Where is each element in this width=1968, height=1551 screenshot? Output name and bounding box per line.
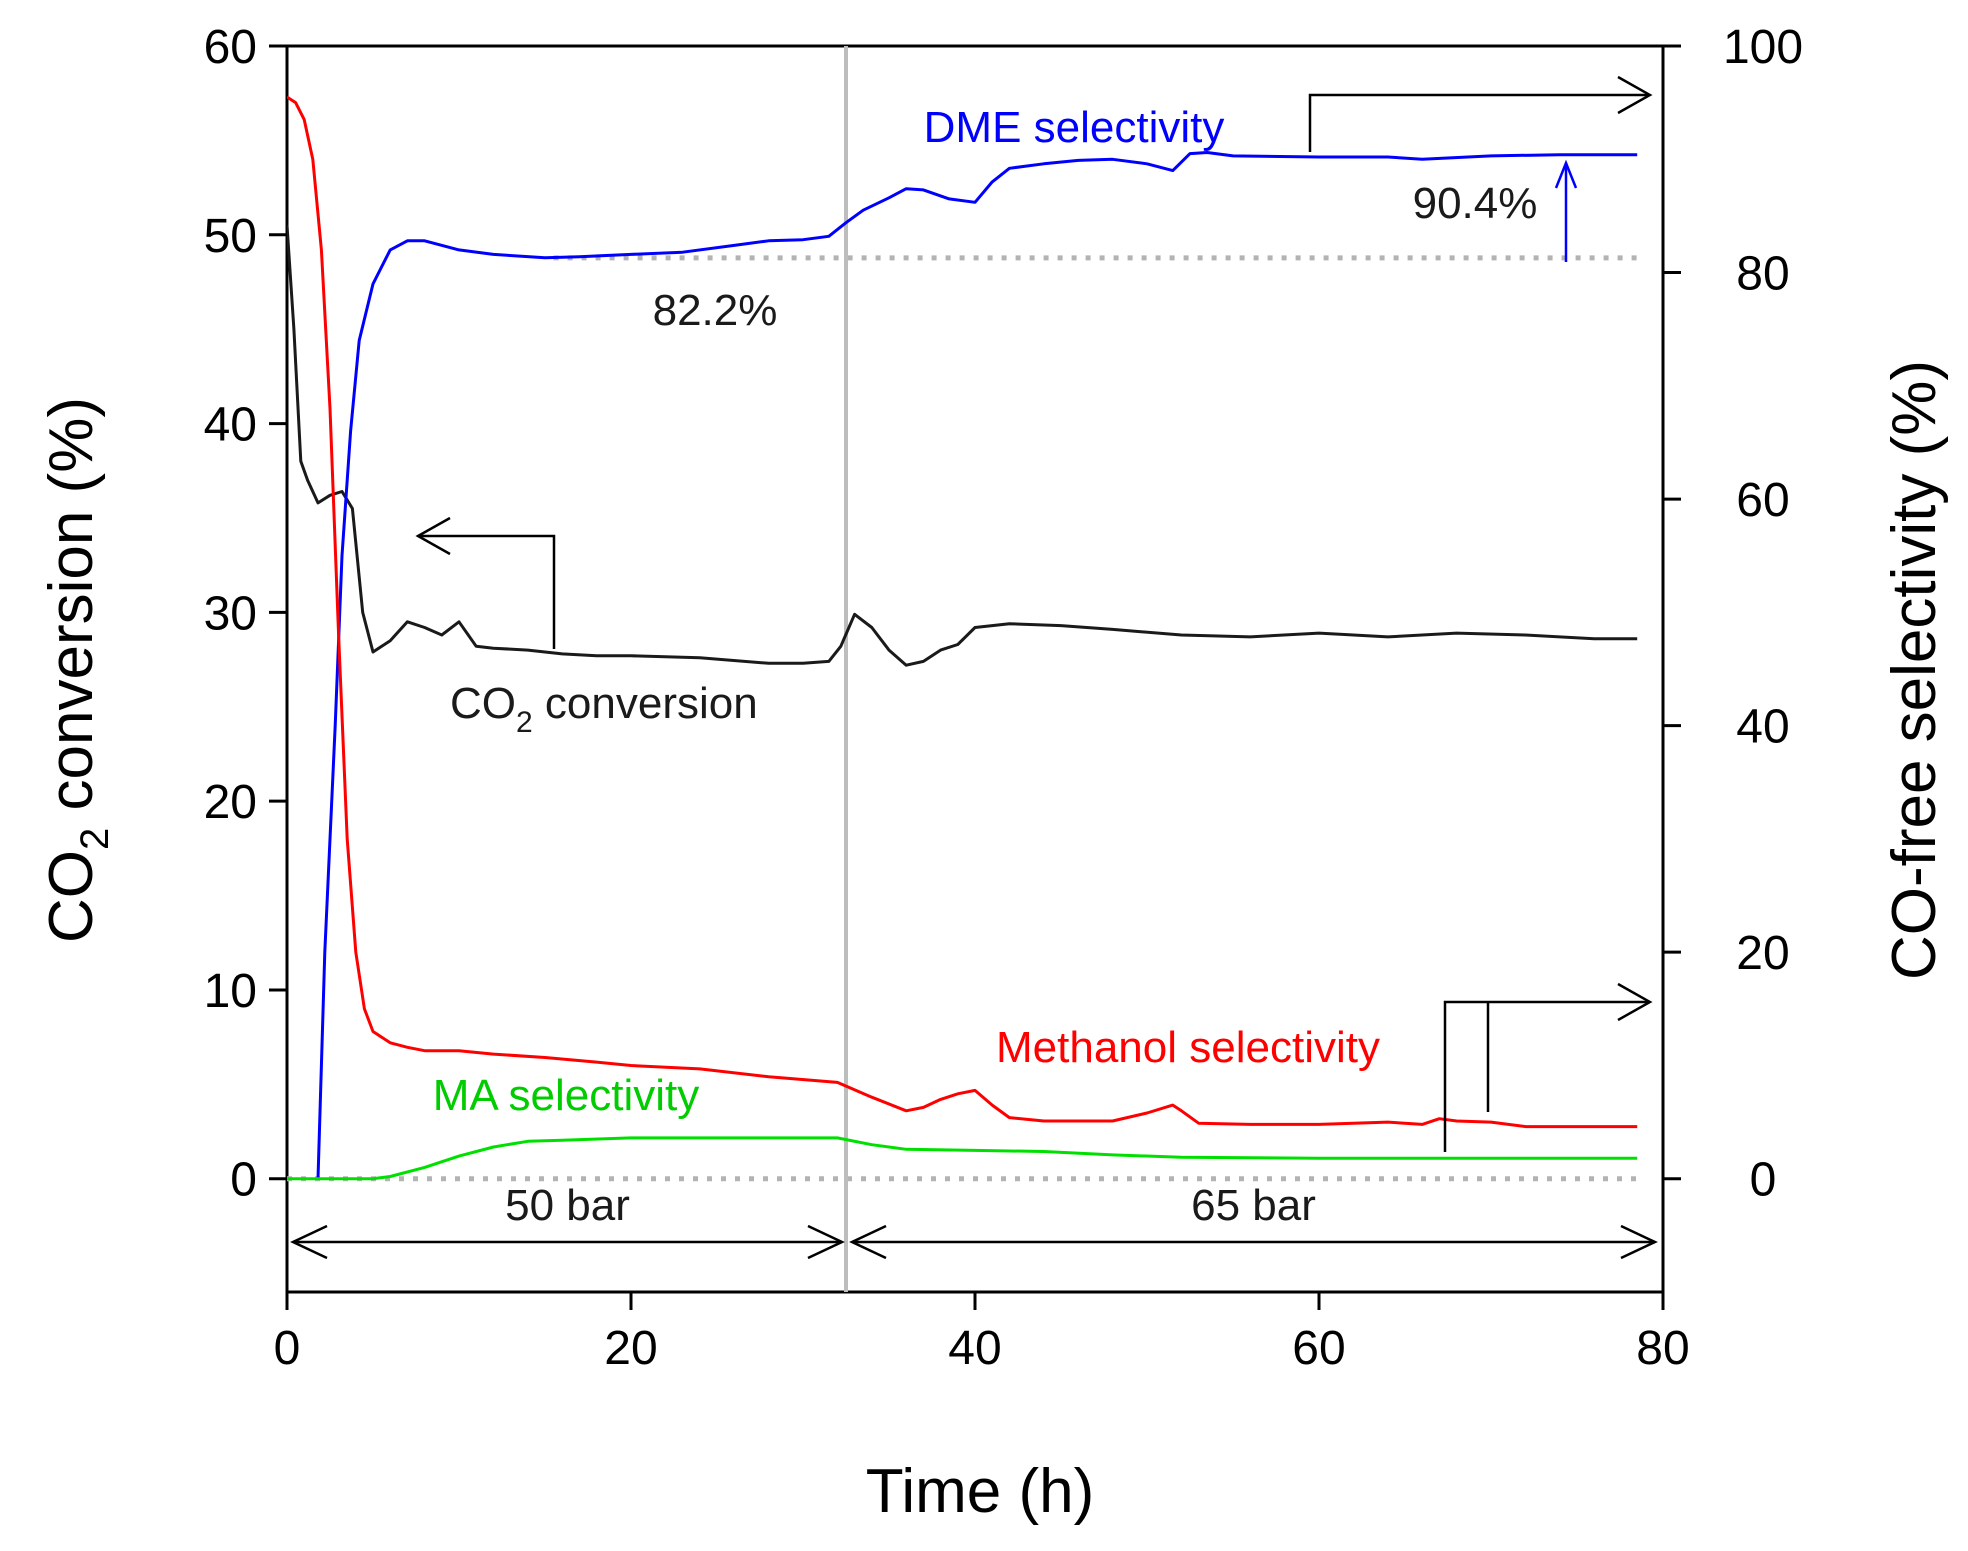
y-left-tick-label: 10 [204,965,257,1018]
y-right-tick-label: 60 [1736,474,1789,527]
y-left-tick-label: 20 [204,776,257,829]
region-label: 50 bar [505,1181,630,1230]
dme-selectivity-label: DME selectivity [924,103,1225,152]
dme-end-annotation: 90.4% [1413,179,1538,228]
y-axis-left: 0 10 20 30 40 50 60 [204,21,287,1207]
y-axis-left-title: CO2 conversion (%) [37,397,117,943]
methanol-axis-arrow [1443,1000,1650,1152]
pressure-regions: 50 bar 65 bar [290,1181,1658,1260]
co2-axis-arrow [418,534,556,649]
dme-axis-arrowhead [1617,75,1653,115]
co2-conversion-label: CO2 conversion [450,679,758,739]
methanol-selectivity-label: Methanol selectivity [996,1023,1380,1072]
region-arrowhead-right [1620,1224,1658,1260]
x-tick-label: 20 [604,1322,657,1375]
y-axis-right-title: CO-free selectivity (%) [1880,360,1949,980]
dme-increase-arrow [1554,159,1578,262]
reference-lines [287,255,1643,1182]
series-line-co2-conversion [287,225,1638,667]
y-right-tick-label: 80 [1736,248,1789,301]
dme-axis-arrow [1308,93,1650,152]
x-axis: 0 20 40 60 80 [274,1292,1690,1375]
co2-label-sub: 2 [516,706,533,739]
region-arrowhead-left [290,1224,328,1260]
y-right-tick-label: 100 [1723,21,1803,74]
series-layer [287,95,1638,1181]
y-left-tick-label: 0 [230,1154,257,1207]
co2-label-rest: conversion [533,679,758,728]
y-left-tick-label: 40 [204,399,257,452]
region-arrowhead-left [849,1224,887,1260]
y-right-tick-label: 0 [1750,1154,1777,1207]
co2-axis-arrowhead [415,516,451,556]
region-arrowhead-right [807,1224,845,1260]
co2-label-main: CO [450,679,516,728]
x-tick-label: 0 [274,1322,301,1375]
ma-selectivity-label: MA selectivity [433,1071,700,1120]
y-left-tick-label: 50 [204,210,257,263]
x-tick-label: 60 [1292,1322,1345,1375]
methanol-axis-arrowhead [1617,982,1653,1022]
y-left-tick-label: 60 [204,21,257,74]
x-axis-title: Time (h) [866,1457,1094,1526]
axis-indicator-arrows [415,75,1653,1152]
y-right-tick-label: 20 [1736,927,1789,980]
dme-increase-arrowhead [1554,159,1578,189]
region-label: 65 bar [1191,1181,1316,1230]
dme-start-annotation: 82.2% [653,286,778,335]
series-line-methanol-selectivity [287,95,1638,1129]
y-axis-right: 0 20 40 60 80 100 [1663,21,1803,1207]
series-line-dme-selectivity [316,151,1638,1179]
y-left-tick-label: 30 [204,587,257,640]
x-tick-label: 80 [1636,1322,1689,1375]
x-tick-label: 40 [948,1322,1001,1375]
series-line-ma-selectivity [287,1136,1638,1181]
y-right-tick-label: 40 [1736,701,1789,754]
